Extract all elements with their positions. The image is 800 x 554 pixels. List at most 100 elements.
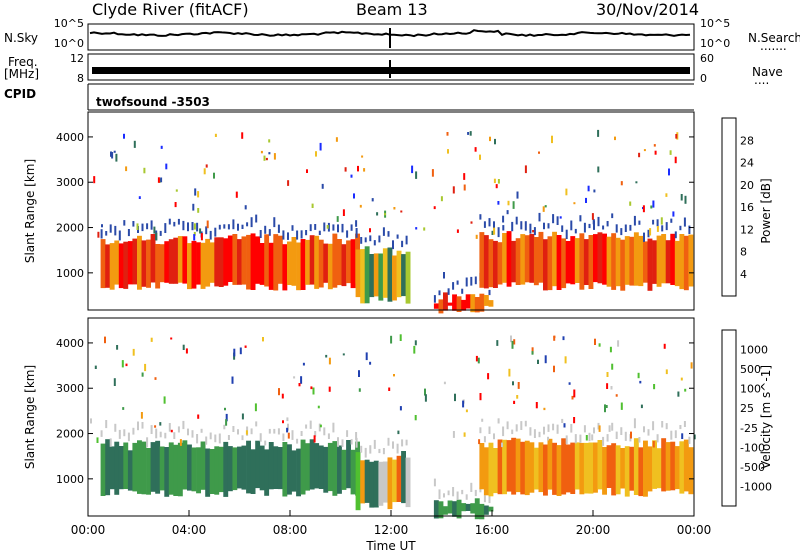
data-cell xyxy=(538,231,544,283)
data-cell xyxy=(511,240,517,283)
x-tick-label: 16:00 xyxy=(475,523,510,537)
data-cell xyxy=(672,211,675,217)
data-cell xyxy=(305,443,310,491)
data-cell xyxy=(399,406,402,411)
data-cell xyxy=(470,276,473,286)
noise-panel: 10^5 10^0 10^5 10^0 xyxy=(54,17,730,51)
data-cell xyxy=(160,145,163,149)
data-cell xyxy=(670,441,676,491)
data-cell xyxy=(443,272,445,279)
data-cell xyxy=(688,225,691,234)
data-cell xyxy=(502,439,507,495)
data-cell xyxy=(447,302,453,306)
data-cell xyxy=(656,434,659,443)
data-cell xyxy=(456,499,462,519)
data-cell xyxy=(378,448,381,454)
data-cell xyxy=(565,435,568,445)
data-cell xyxy=(168,218,171,225)
data-cell xyxy=(393,374,395,377)
data-cell xyxy=(168,239,174,284)
data-cell xyxy=(133,140,136,148)
data-cell xyxy=(187,428,189,436)
data-cell xyxy=(287,432,290,439)
data-cell xyxy=(382,461,388,503)
data-cell xyxy=(587,185,590,192)
data-cell xyxy=(225,419,228,426)
data-cell xyxy=(683,217,686,227)
data-cell xyxy=(447,149,449,154)
data-cell xyxy=(159,244,165,283)
data-cell xyxy=(488,300,494,307)
data-cell xyxy=(164,447,170,497)
data-cell xyxy=(520,441,526,495)
data-cell xyxy=(520,234,526,285)
y-tick-label: 2000 xyxy=(56,222,84,235)
data-cell xyxy=(609,346,612,353)
data-cell xyxy=(114,423,117,432)
colorbar-tick: -1000 xyxy=(740,480,772,493)
data-cell xyxy=(529,442,535,493)
data-cell xyxy=(556,216,559,225)
data-cell xyxy=(675,134,678,139)
data-cell xyxy=(543,444,548,496)
data-cell xyxy=(305,424,308,429)
data-cell xyxy=(606,236,612,287)
data-cell xyxy=(677,391,680,397)
data-cell xyxy=(497,179,500,184)
data-cell xyxy=(373,253,379,297)
data-cell xyxy=(683,421,686,427)
data-cell xyxy=(214,237,220,287)
data-cell xyxy=(415,171,418,179)
data-cell xyxy=(665,369,668,375)
data-cell xyxy=(286,417,289,422)
data-cell xyxy=(318,230,321,235)
data-cell xyxy=(125,363,128,367)
data-cell xyxy=(218,446,224,493)
data-cell xyxy=(674,240,680,287)
colorbar-tick: 12 xyxy=(740,223,754,236)
data-cell xyxy=(259,230,262,238)
data-cell xyxy=(328,386,331,392)
data-cell xyxy=(109,243,115,290)
data-cell xyxy=(487,373,490,380)
data-cell xyxy=(310,386,313,390)
data-cell xyxy=(524,235,530,283)
data-cell xyxy=(502,215,505,223)
data-cell xyxy=(150,425,153,434)
data-cell xyxy=(364,246,370,304)
data-cell xyxy=(268,152,271,155)
data-cell xyxy=(670,430,673,440)
data-cell xyxy=(452,431,455,438)
data-cell xyxy=(369,361,372,365)
data-cell xyxy=(250,449,256,494)
data-cell xyxy=(358,388,361,392)
data-cell xyxy=(268,242,274,290)
data-cell xyxy=(350,439,353,445)
data-cell xyxy=(104,336,106,344)
data-cell xyxy=(660,217,663,225)
data-cell xyxy=(268,139,271,143)
data-cell xyxy=(652,421,655,431)
data-cell xyxy=(332,441,338,496)
data-cell xyxy=(424,388,426,396)
data-cell xyxy=(105,420,108,429)
data-cell xyxy=(465,277,468,287)
noise-tick-right-top: 10^5 xyxy=(700,17,730,30)
data-cell xyxy=(475,355,478,362)
data-cell xyxy=(461,299,467,311)
data-cell xyxy=(679,225,682,231)
y-tick-label: 1000 xyxy=(56,267,84,280)
data-cell xyxy=(200,233,203,241)
data-cell xyxy=(114,240,120,285)
data-cell xyxy=(105,439,111,496)
data-cell xyxy=(123,241,129,289)
data-cell xyxy=(561,438,567,495)
data-cell xyxy=(350,224,353,231)
data-cell xyxy=(326,225,329,229)
data-cell xyxy=(235,191,238,198)
colorbar-tick: 8 xyxy=(740,246,747,259)
data-cell xyxy=(141,223,144,232)
data-cell xyxy=(479,293,485,312)
data-cell xyxy=(116,345,119,350)
data-cell xyxy=(196,222,199,232)
